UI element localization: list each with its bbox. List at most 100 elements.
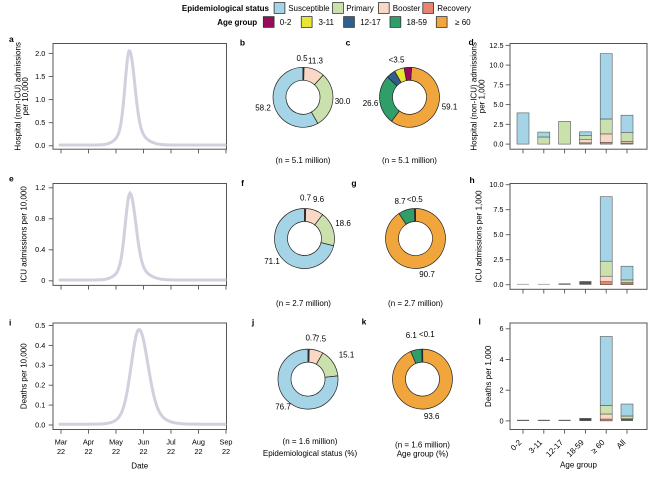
svg-text:g: g xyxy=(351,178,356,188)
svg-text:Sep: Sep xyxy=(220,438,233,447)
svg-text:(n = 1.6 million): (n = 1.6 million) xyxy=(283,437,338,446)
svg-text:Date: Date xyxy=(131,462,148,471)
svg-text:0-2: 0-2 xyxy=(280,18,292,27)
svg-text:Jul: Jul xyxy=(166,438,176,447)
svg-text:j: j xyxy=(251,317,254,327)
svg-text:d: d xyxy=(469,37,474,47)
svg-text:<3.5: <3.5 xyxy=(389,56,405,65)
svg-text:22: 22 xyxy=(112,447,120,456)
svg-text:9.6: 9.6 xyxy=(313,195,325,204)
svg-text:30.0: 30.0 xyxy=(335,97,351,106)
svg-text:ICU admissions per 10,000: ICU admissions per 10,000 xyxy=(20,186,29,283)
svg-text:59.1: 59.1 xyxy=(442,103,458,112)
svg-text:2.5: 2.5 xyxy=(493,120,503,129)
svg-text:0.0: 0.0 xyxy=(35,420,45,429)
svg-text:0.8: 0.8 xyxy=(35,214,45,223)
svg-text:0.5: 0.5 xyxy=(296,54,308,63)
svg-text:Deaths per 10,000: Deaths per 10,000 xyxy=(20,343,29,409)
svg-text:0: 0 xyxy=(499,416,503,425)
svg-text:2.5: 2.5 xyxy=(493,255,503,264)
svg-text:0.4: 0.4 xyxy=(35,245,45,254)
svg-text:1.2: 1.2 xyxy=(35,183,45,192)
svg-text:18-59: 18-59 xyxy=(407,18,428,27)
svg-text:(n = 5.1 million): (n = 5.1 million) xyxy=(276,156,331,165)
svg-text:Recovery: Recovery xyxy=(437,4,471,13)
svg-text:22: 22 xyxy=(84,447,92,456)
svg-text:18.6: 18.6 xyxy=(335,219,351,228)
svg-text:22: 22 xyxy=(194,447,202,456)
svg-text:Age group: Age group xyxy=(560,461,597,470)
svg-text:Age group (%): Age group (%) xyxy=(397,450,449,459)
svg-text:0.5: 0.5 xyxy=(35,118,45,127)
svg-text:1.0: 1.0 xyxy=(35,95,45,104)
svg-text:(n = 2.7 million): (n = 2.7 million) xyxy=(388,299,443,308)
svg-text:6: 6 xyxy=(499,324,503,333)
svg-text:per 10,000: per 10,000 xyxy=(21,77,30,116)
svg-text:Aug: Aug xyxy=(192,438,205,447)
svg-text:22: 22 xyxy=(222,447,230,456)
svg-text:8.7: 8.7 xyxy=(394,197,406,206)
svg-text:0: 0 xyxy=(41,276,45,285)
svg-text:≥ 60: ≥ 60 xyxy=(455,18,471,27)
svg-text:0.3: 0.3 xyxy=(35,361,45,370)
svg-text:0.1: 0.1 xyxy=(35,401,45,410)
svg-text:a: a xyxy=(9,34,14,44)
svg-text:12-17: 12-17 xyxy=(360,18,381,27)
svg-text:(n = 2.7 million): (n = 2.7 million) xyxy=(276,299,331,308)
svg-text:4: 4 xyxy=(499,355,503,364)
svg-text:0.0: 0.0 xyxy=(493,280,503,289)
svg-text:f: f xyxy=(241,178,244,188)
svg-text:10.0: 10.0 xyxy=(489,180,503,189)
svg-text:58.2: 58.2 xyxy=(255,104,271,113)
svg-text:0.0: 0.0 xyxy=(35,141,45,150)
svg-text:Epidemiological status (%): Epidemiological status (%) xyxy=(263,449,358,458)
svg-text:7.5: 7.5 xyxy=(315,335,327,344)
svg-text:22: 22 xyxy=(139,447,147,456)
svg-text:1.5: 1.5 xyxy=(35,72,45,81)
svg-text:k: k xyxy=(362,317,367,327)
svg-text:Primary: Primary xyxy=(346,4,374,13)
svg-text:e: e xyxy=(9,174,14,184)
svg-text:0.7: 0.7 xyxy=(300,194,312,203)
svg-text:5.0: 5.0 xyxy=(493,100,503,109)
svg-text:2.0: 2.0 xyxy=(35,49,45,58)
svg-text:Deaths per 1,000: Deaths per 1,000 xyxy=(484,345,493,407)
svg-text:0.2: 0.2 xyxy=(35,381,45,390)
svg-text:11.3: 11.3 xyxy=(308,56,324,65)
svg-text:76.7: 76.7 xyxy=(275,403,291,412)
svg-text:5.0: 5.0 xyxy=(493,230,503,239)
svg-text:ICU admissions per 1,000: ICU admissions per 1,000 xyxy=(475,190,484,283)
svg-text:71.1: 71.1 xyxy=(264,257,280,266)
svg-text:22: 22 xyxy=(57,447,65,456)
svg-text:Susceptible: Susceptible xyxy=(288,4,330,13)
svg-text:90.7: 90.7 xyxy=(419,270,435,279)
svg-text:Epidemiological status: Epidemiological status xyxy=(182,4,270,13)
svg-text:6.1: 6.1 xyxy=(406,331,418,340)
svg-text:Booster: Booster xyxy=(393,4,421,13)
svg-text:0.0: 0.0 xyxy=(493,140,503,149)
svg-text:Age group: Age group xyxy=(217,18,257,27)
svg-text:c: c xyxy=(346,38,351,48)
svg-text:0.5: 0.5 xyxy=(35,321,45,330)
svg-text:7.5: 7.5 xyxy=(493,205,503,214)
svg-text:May: May xyxy=(109,438,123,447)
svg-text:(n = 1.6 million): (n = 1.6 million) xyxy=(395,441,450,450)
svg-text:3-11: 3-11 xyxy=(319,18,335,27)
svg-text:Jun: Jun xyxy=(138,438,150,447)
svg-text:l: l xyxy=(479,317,481,327)
svg-text:0.4: 0.4 xyxy=(35,341,45,350)
svg-text:Mar: Mar xyxy=(55,438,68,447)
svg-text:10.0: 10.0 xyxy=(489,61,503,70)
svg-text:per 1,000: per 1,000 xyxy=(478,79,487,113)
svg-text:26.6: 26.6 xyxy=(363,99,379,108)
svg-text:i: i xyxy=(9,318,11,328)
svg-text:<0.5: <0.5 xyxy=(407,195,423,204)
svg-text:7.5: 7.5 xyxy=(493,80,503,89)
svg-text:<0.1: <0.1 xyxy=(419,330,435,339)
svg-text:b: b xyxy=(240,38,245,48)
svg-text:93.6: 93.6 xyxy=(424,412,440,421)
svg-text:h: h xyxy=(470,175,475,185)
svg-text:Apr: Apr xyxy=(83,438,95,447)
svg-text:22: 22 xyxy=(167,447,175,456)
svg-text:12.5: 12.5 xyxy=(489,41,503,50)
